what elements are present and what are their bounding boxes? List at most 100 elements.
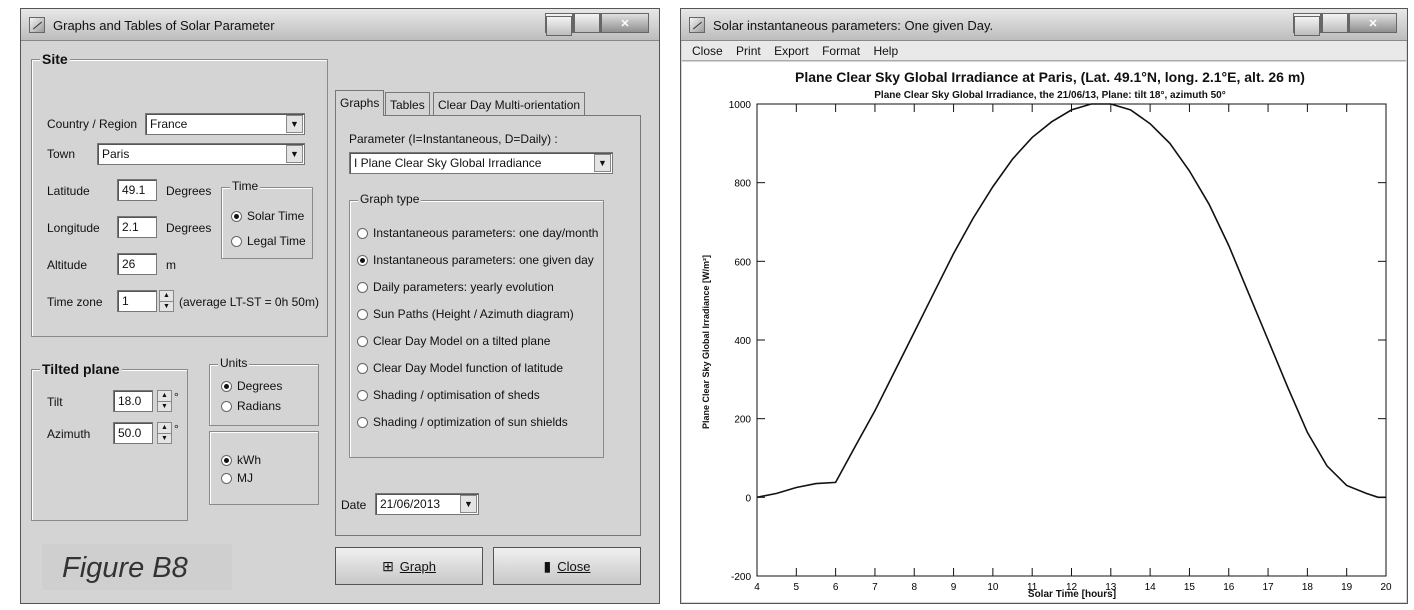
x-tick-label: 20: [1380, 582, 1392, 593]
kwh-radio[interactable]: kWh: [221, 453, 261, 467]
solar-time-label: Solar Time: [247, 209, 305, 223]
energy-units-group: [209, 431, 319, 505]
tilted-plane-group: Tilted plane: [31, 361, 188, 521]
menu-export[interactable]: Export: [774, 44, 809, 58]
country-value: France: [150, 117, 188, 131]
y-axis: -200 0 200 400 600 800 1000: [729, 100, 1386, 583]
graph-type-option-1[interactable]: Instantaneous parameters: one day/month: [357, 226, 598, 240]
app-icon: [689, 17, 705, 33]
tab-tables[interactable]: Tables: [385, 92, 430, 116]
x-tick-label: 12: [1066, 582, 1078, 593]
chart-title: Plane Clear Sky Global Irradiance at Par…: [795, 69, 1305, 85]
irradiance-series-line: [756, 103, 1386, 499]
radio-icon: [357, 335, 368, 347]
close-window-button[interactable]: ✕: [1349, 13, 1397, 33]
radio-icon: [357, 227, 368, 239]
chevron-down-icon[interactable]: ▼: [286, 145, 303, 163]
graph-type-option-6[interactable]: Clear Day Model function of latitude: [357, 361, 563, 375]
maximize-button[interactable]: [573, 13, 601, 33]
mj-label: MJ: [237, 471, 253, 485]
timezone-label: Time zone: [47, 295, 103, 309]
graph-type-option-2[interactable]: Instantaneous parameters: one given day: [357, 253, 594, 267]
radio-selected-icon: [221, 380, 232, 392]
date-label: Date: [341, 498, 367, 512]
graph-type-option-label: Shading / optimisation of sheds: [373, 388, 540, 402]
site-group: Site: [31, 51, 328, 337]
spin-up-icon[interactable]: ▲: [158, 391, 171, 402]
timezone-note: (average LT-ST = 0h 50m): [179, 295, 319, 309]
dialog-titlebar[interactable]: Graphs and Tables of Solar Parameter ✕: [21, 9, 659, 41]
chevron-down-icon[interactable]: ▼: [594, 154, 611, 172]
graph-type-option-7[interactable]: Shading / optimisation of sheds: [357, 388, 540, 402]
legal-time-radio[interactable]: Legal Time: [231, 234, 306, 248]
graph-type-option-4[interactable]: Sun Paths (Height / Azimuth diagram): [357, 307, 574, 321]
graph-type-option-5[interactable]: Clear Day Model on a tilted plane: [357, 334, 550, 348]
azimuth-degree-symbol: °: [174, 422, 179, 436]
solar-time-radio[interactable]: Solar Time: [231, 209, 304, 223]
radio-icon: [357, 416, 368, 428]
chart-window-title: Solar instantaneous parameters: One give…: [713, 18, 994, 33]
town-select[interactable]: Paris ▼: [97, 143, 305, 165]
timezone-field[interactable]: 1: [117, 290, 157, 312]
radio-selected-icon: [221, 454, 232, 466]
radio-icon: [221, 400, 232, 412]
minimize-icon: [546, 16, 572, 36]
plot-frame: [756, 103, 1387, 577]
date-picker[interactable]: 21/06/2013 ▼: [375, 493, 479, 515]
town-value: Paris: [102, 147, 130, 161]
graph-type-option-8[interactable]: Shading / optimization of sun shields: [357, 415, 568, 429]
degrees-radio[interactable]: Degrees: [221, 379, 282, 393]
mj-radio[interactable]: MJ: [221, 471, 253, 485]
minimize-button[interactable]: [1293, 13, 1321, 36]
tab-clear-day-multi-orientation[interactable]: Clear Day Multi-orientation: [433, 92, 586, 116]
y-tick-label: 400: [734, 336, 751, 347]
chevron-down-icon[interactable]: ▼: [286, 115, 303, 133]
tilt-spinner[interactable]: ▲ ▼: [157, 390, 172, 412]
x-tick-label: 16: [1223, 582, 1235, 593]
maximize-button[interactable]: [1321, 13, 1349, 33]
spin-up-icon[interactable]: ▲: [160, 291, 173, 302]
irradiance-chart: Plane Clear Sky Global Irradiance at Par…: [701, 69, 1392, 600]
chart-window-titlebar[interactable]: Solar instantaneous parameters: One give…: [681, 9, 1407, 41]
azimuth-spinner[interactable]: ▲ ▼: [157, 422, 172, 444]
menu-format[interactable]: Format: [822, 44, 861, 58]
azimuth-field[interactable]: 50.0: [113, 422, 153, 444]
chart-menubar: Close Print Export Format Help: [682, 41, 1406, 61]
close-window-button[interactable]: ✕: [601, 13, 649, 33]
chart-window: Solar instantaneous parameters: One give…: [680, 8, 1408, 604]
window-controls: ✕: [1293, 13, 1397, 36]
parameter-select[interactable]: I Plane Clear Sky Global Irradiance ▼: [349, 152, 613, 174]
menu-print[interactable]: Print: [736, 44, 761, 58]
graph-button[interactable]: ⊞ Graph: [335, 547, 483, 585]
legal-time-label: Legal Time: [247, 234, 306, 248]
longitude-field[interactable]: 2.1: [117, 216, 157, 238]
menu-close[interactable]: Close: [692, 44, 723, 58]
altitude-field[interactable]: 26: [117, 253, 157, 275]
spin-down-icon[interactable]: ▼: [163, 303, 170, 310]
figure-label: Figure B8: [42, 544, 232, 590]
maximize-icon: [1322, 13, 1348, 33]
graph-button-label: Graph: [399, 558, 436, 574]
spin-down-icon[interactable]: ▼: [161, 435, 168, 442]
graph-type-option-label: Instantaneous parameters: one given day: [373, 253, 594, 267]
spin-down-icon[interactable]: ▼: [161, 403, 168, 410]
longitude-unit: Degrees: [166, 221, 212, 235]
menu-help[interactable]: Help: [873, 44, 899, 58]
graph-type-option-3[interactable]: Daily parameters: yearly evolution: [357, 280, 554, 294]
graph-type-option-label: Daily parameters: yearly evolution: [373, 280, 554, 294]
close-button[interactable]: ▮ Close: [493, 547, 641, 585]
timezone-spinner[interactable]: ▲ ▼: [159, 290, 174, 312]
spin-up-icon[interactable]: ▲: [158, 423, 171, 434]
y-tick-label: 600: [734, 257, 751, 268]
calendar-dropdown-icon[interactable]: ▼: [460, 495, 477, 513]
minimize-button[interactable]: [545, 13, 573, 36]
radio-icon: [221, 472, 232, 484]
tab-graphs[interactable]: Graphs: [335, 90, 385, 116]
radio-selected-icon: [357, 254, 368, 266]
y-tick-label: 200: [734, 415, 751, 426]
tilt-field[interactable]: 18.0: [113, 390, 153, 412]
country-select[interactable]: France ▼: [145, 113, 305, 135]
country-label: Country / Region: [47, 117, 138, 131]
radians-radio[interactable]: Radians: [221, 399, 281, 413]
latitude-field[interactable]: 49.1: [117, 179, 157, 201]
